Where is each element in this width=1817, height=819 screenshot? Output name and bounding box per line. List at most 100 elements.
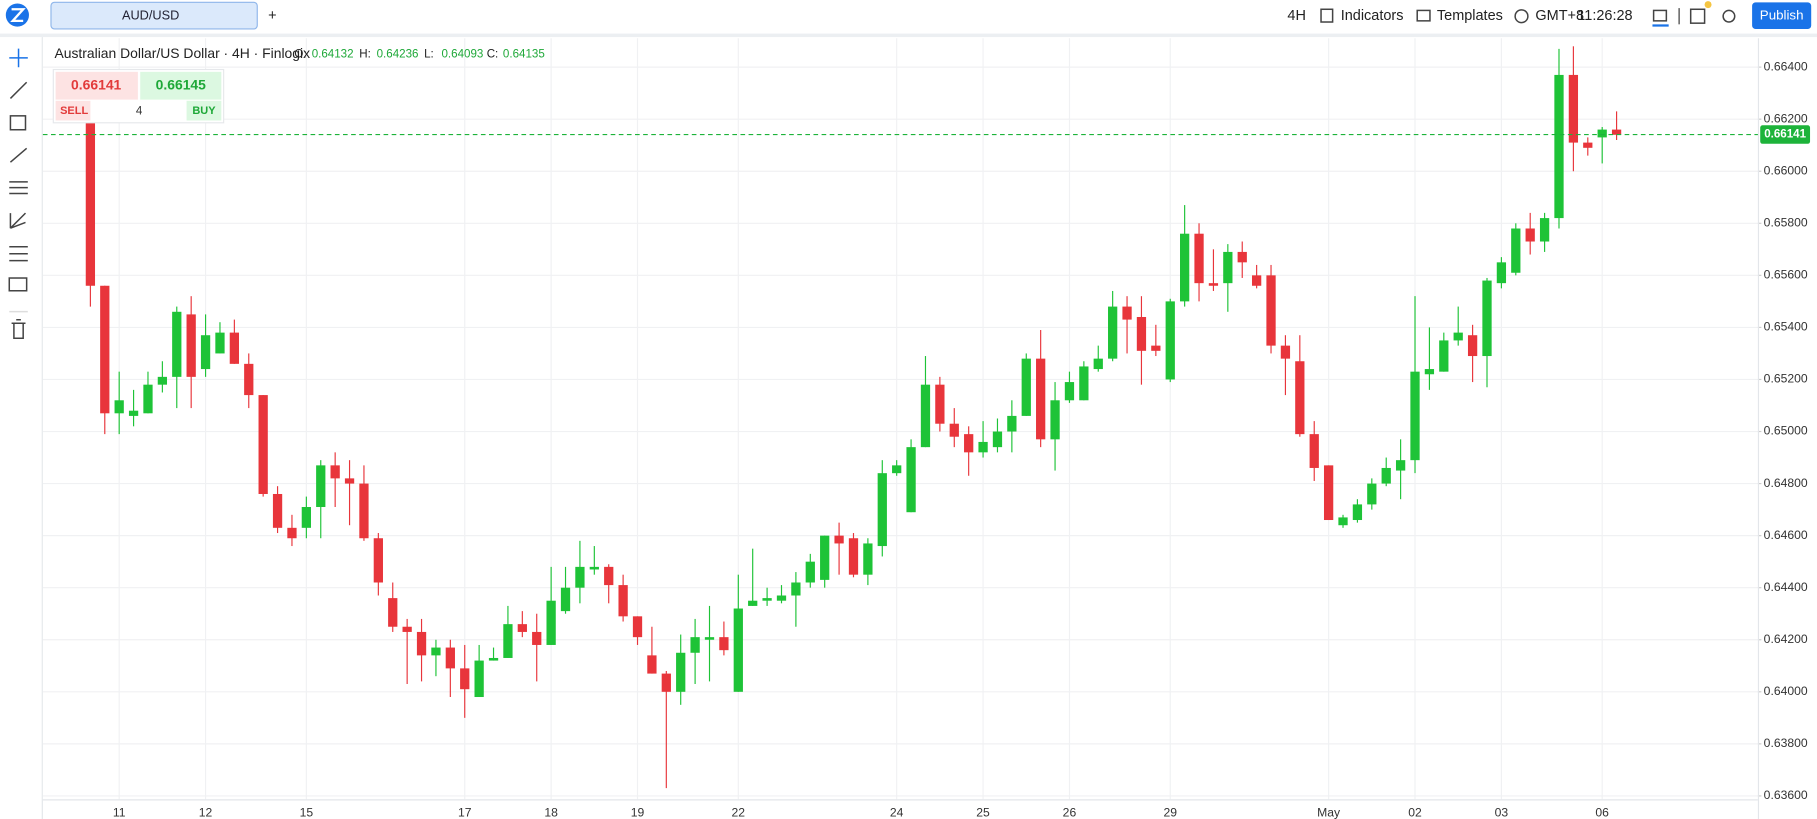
x-tick-label: 25	[976, 805, 990, 819]
text-tool[interactable]	[8, 277, 28, 292]
y-tick-label: 0.65800	[1764, 216, 1808, 230]
candle-body	[1251, 275, 1262, 286]
top-bar-divider	[0, 33, 1817, 38]
candle-body	[244, 363, 254, 396]
symbol-tab[interactable]	[50, 1, 258, 30]
sell-label[interactable]: SELL	[60, 105, 88, 117]
candle-body	[920, 384, 931, 448]
settings-icon[interactable]	[1722, 9, 1736, 23]
y-tick-label: 0.64600	[1764, 528, 1808, 542]
candle-body	[1136, 316, 1147, 351]
line-tool[interactable]	[9, 81, 28, 99]
candle-body	[503, 624, 513, 658]
sell-button[interactable]	[55, 71, 138, 100]
candle-body	[172, 311, 182, 377]
y-tick-label: 0.65600	[1764, 268, 1808, 282]
candle-body	[1611, 129, 1622, 135]
candle-body	[704, 637, 715, 640]
candle-body	[762, 598, 772, 601]
candle-body	[330, 465, 340, 479]
candle-body	[301, 507, 311, 528]
candle-body	[978, 441, 988, 453]
candle-body	[215, 332, 225, 354]
x-tick-label: 11	[113, 805, 126, 819]
candle-body	[632, 616, 643, 638]
indicators-button[interactable]: Indicators	[1341, 8, 1404, 24]
y-tick-label: 0.65400	[1764, 320, 1808, 334]
candle-body	[114, 400, 124, 414]
candle-body	[287, 527, 297, 539]
candle-body	[143, 384, 153, 414]
ohlc-value: 0.64132	[312, 49, 354, 61]
top-bar	[0, 0, 1817, 34]
candle-body	[1237, 251, 1247, 263]
fib-tool[interactable]	[9, 181, 28, 195]
candle-body	[676, 652, 686, 692]
globe-icon	[1514, 9, 1529, 24]
candle-body	[560, 587, 571, 612]
x-tick-label: 22	[732, 805, 746, 819]
candle-body	[863, 543, 873, 575]
candle-body	[431, 647, 441, 656]
snapshot-icon[interactable]	[1652, 9, 1668, 22]
candle-body	[85, 108, 96, 286]
symbol-title: Australian Dollar/US Dollar · 4H · Finlo…	[54, 45, 310, 61]
x-tick-label: 12	[199, 805, 213, 819]
candle-body	[647, 655, 657, 674]
y-tick-label: 0.63800	[1764, 736, 1808, 750]
last-price-label: 0.66141	[1764, 129, 1806, 141]
candle-body	[316, 465, 326, 508]
candle-body	[733, 608, 743, 692]
candle-body	[445, 647, 455, 669]
candle-body	[1208, 283, 1219, 286]
candle-body	[200, 335, 211, 370]
x-tick-label: 26	[1063, 805, 1077, 819]
x-tick-label: 15	[300, 805, 314, 819]
timezone-button[interactable]: GMT+8	[1535, 8, 1584, 24]
candle-body	[892, 465, 902, 474]
ohlc-label: O:	[294, 49, 306, 61]
rect-tool[interactable]	[9, 115, 27, 131]
fan-tool[interactable]	[9, 212, 27, 229]
y-tick-label: 0.64200	[1764, 632, 1808, 646]
buy-button[interactable]	[140, 71, 222, 100]
interval-button[interactable]: 4H	[1287, 8, 1306, 24]
candle-body	[359, 483, 369, 539]
candle-body	[1180, 233, 1190, 302]
candle-body	[604, 566, 614, 586]
templates-button[interactable]: Templates	[1437, 8, 1503, 24]
candle-body	[1525, 228, 1535, 242]
candle-body	[690, 637, 700, 653]
ohlc-label: L:	[424, 49, 434, 61]
candle-body	[546, 600, 556, 645]
candle-body	[1064, 382, 1075, 401]
candle-body	[1165, 301, 1175, 380]
candle-body	[1036, 358, 1046, 440]
pattern-tool[interactable]	[9, 245, 28, 262]
buy-label[interactable]: BUY	[192, 105, 216, 117]
quantity[interactable]: 4	[136, 105, 143, 117]
crosshair-tool[interactable]	[9, 48, 28, 68]
candle-body	[618, 585, 628, 617]
candle-body	[388, 598, 398, 627]
delete-tool[interactable]	[11, 318, 26, 340]
candle-body	[1266, 275, 1276, 346]
publish-button[interactable]	[1752, 2, 1812, 29]
plot: 0.63600 0.63800 0.64000 0.64200 0.64400 0.646…	[42, 38, 1811, 819]
candle-body	[488, 657, 499, 661]
y-tick-label: 0.64400	[1764, 580, 1808, 594]
candle-body	[1424, 369, 1435, 375]
layout-icon[interactable]	[1689, 8, 1706, 24]
buy-tag	[186, 100, 222, 121]
candle-body	[776, 595, 787, 601]
candle-body	[575, 566, 585, 588]
ohlc-value: 0.64135	[503, 49, 545, 61]
x-tick-label: May	[1317, 805, 1341, 819]
logo-mark	[10, 8, 26, 23]
ray-tool[interactable]	[9, 147, 28, 163]
add-tab[interactable]: +	[268, 8, 276, 24]
candle-body	[992, 431, 1003, 448]
publish-label: Publish	[1760, 8, 1804, 23]
candle-body	[1050, 400, 1060, 440]
